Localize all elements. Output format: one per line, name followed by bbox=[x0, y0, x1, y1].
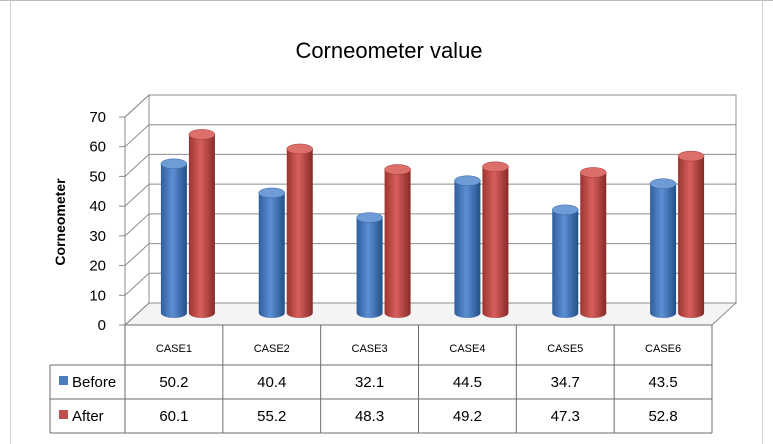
bar-body bbox=[580, 172, 607, 318]
y-tick-label: 70 bbox=[89, 109, 106, 126]
gridline bbox=[124, 124, 736, 148]
gridline bbox=[124, 243, 736, 266]
floor bbox=[123, 302, 738, 326]
data-table: CASE1 CASE2 CASE3 CASE4 CASE5 CASE6 Before 50.2… bbox=[49, 324, 713, 434]
bar-cap bbox=[188, 129, 216, 140]
category-label: CASE6 bbox=[645, 343, 681, 355]
side-wall bbox=[124, 93, 150, 327]
bar-body bbox=[552, 209, 579, 318]
plot-walls bbox=[123, 93, 738, 327]
bar-cap bbox=[482, 161, 509, 173]
bar-after-case1 bbox=[188, 129, 216, 318]
data-label: 60.1 bbox=[159, 408, 188, 425]
y-tick-label: 30 bbox=[89, 228, 106, 245]
bar-body bbox=[384, 169, 411, 318]
bar-cap bbox=[160, 158, 188, 170]
bar-cap bbox=[580, 167, 607, 178]
y-tick-label: 20 bbox=[89, 258, 106, 275]
y-tick-label: 10 bbox=[89, 287, 106, 304]
bar-after-case6 bbox=[677, 150, 705, 318]
gridline bbox=[124, 302, 736, 326]
data-label: 47.3 bbox=[551, 408, 580, 425]
bar-cap bbox=[258, 187, 285, 199]
gridline bbox=[124, 183, 736, 207]
legend-label: After bbox=[72, 408, 104, 425]
bar-body bbox=[454, 180, 481, 318]
bars bbox=[160, 129, 705, 318]
data-label: 34.7 bbox=[551, 374, 580, 391]
bar-after-case2 bbox=[286, 143, 313, 318]
bar-body bbox=[678, 156, 705, 318]
back-wall bbox=[148, 94, 737, 304]
bar-cap bbox=[454, 175, 481, 187]
bar-body bbox=[482, 166, 509, 318]
data-label: 48.3 bbox=[355, 408, 384, 425]
data-label: 44.5 bbox=[453, 374, 482, 391]
category-label: CASE4 bbox=[449, 343, 485, 355]
gridline bbox=[124, 213, 736, 237]
bar-after-case3 bbox=[384, 164, 411, 318]
bar-before-case2 bbox=[258, 187, 285, 318]
bar-body bbox=[258, 192, 285, 318]
y-axis-label: Corneometer bbox=[52, 178, 68, 266]
data-label: 40.4 bbox=[257, 374, 286, 391]
y-axis-ticks: 0 10 20 30 40 50 60 70 bbox=[89, 109, 106, 334]
category-label: CASE5 bbox=[547, 343, 583, 355]
bar-body bbox=[188, 134, 215, 318]
data-label: 43.5 bbox=[648, 374, 677, 391]
bar-cap bbox=[552, 204, 579, 216]
y-tick-label: 50 bbox=[89, 168, 106, 185]
bar-before-case6 bbox=[649, 178, 677, 318]
chart-title: Corneometer value bbox=[295, 38, 482, 63]
bar-body bbox=[160, 163, 187, 318]
data-label: 50.2 bbox=[159, 374, 188, 391]
category-label: CASE1 bbox=[156, 343, 192, 355]
gridline bbox=[124, 272, 736, 296]
category-label: CASE3 bbox=[352, 343, 388, 355]
bar-before-case5 bbox=[552, 204, 579, 318]
bar-cap bbox=[677, 150, 705, 162]
bar-cap bbox=[649, 178, 677, 189]
y-tick-label: 40 bbox=[89, 198, 106, 215]
category-label: CASE2 bbox=[254, 343, 290, 355]
bar-cap bbox=[384, 164, 411, 175]
bar-after-case5 bbox=[580, 167, 607, 318]
bar-body bbox=[286, 148, 313, 318]
bar-cap bbox=[356, 212, 383, 223]
gridline bbox=[124, 94, 736, 118]
data-label: 55.2 bbox=[257, 408, 286, 425]
bar-body bbox=[650, 183, 677, 318]
legend-label: Before bbox=[72, 374, 116, 391]
data-label: 52.8 bbox=[648, 408, 677, 425]
y-tick-label: 0 bbox=[98, 317, 106, 334]
bar-before-case3 bbox=[356, 212, 383, 318]
gridline bbox=[124, 153, 736, 177]
legend-swatch bbox=[59, 410, 68, 419]
data-label: 32.1 bbox=[355, 374, 384, 391]
bar-after-case4 bbox=[482, 161, 509, 318]
bar-cap bbox=[286, 143, 313, 155]
bar-before-case1 bbox=[160, 158, 188, 318]
data-label: 49.2 bbox=[453, 408, 482, 425]
y-tick-label: 60 bbox=[89, 139, 106, 156]
legend-swatch bbox=[59, 376, 68, 385]
bar-body bbox=[356, 217, 383, 318]
gridlines bbox=[119, 94, 736, 326]
bar-before-case4 bbox=[454, 175, 481, 318]
